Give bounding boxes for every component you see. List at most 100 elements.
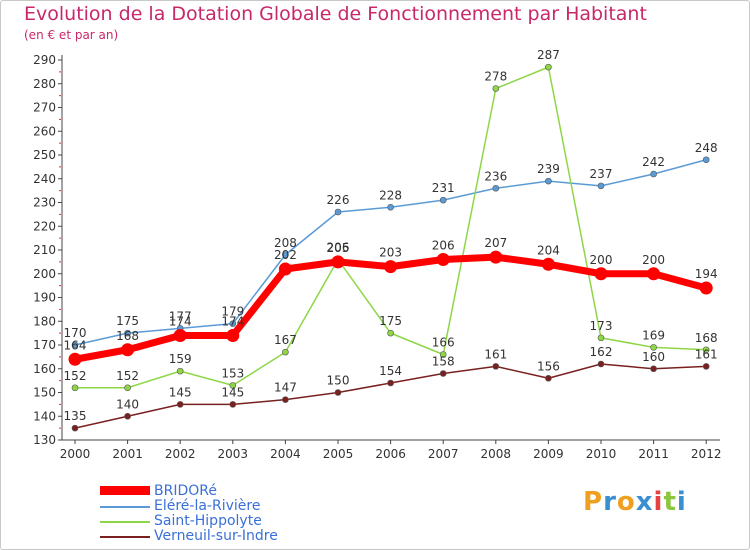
legend-swatch-saint-hippolyte [100, 521, 150, 523]
data-label: 173 [590, 319, 613, 333]
data-point [282, 348, 289, 356]
data-point [282, 251, 289, 259]
data-point [71, 384, 79, 392]
y-tick-label: 200 [33, 267, 56, 281]
data-label: 206 [327, 241, 350, 255]
data-point [545, 63, 552, 71]
logo-letter: i [676, 487, 687, 517]
y-tick-label: 190 [33, 291, 56, 305]
data-label: 160 [642, 350, 665, 364]
data-label: 206 [432, 239, 455, 253]
data-point [439, 196, 447, 204]
data-point [597, 360, 605, 368]
data-point [489, 250, 503, 264]
data-point [387, 379, 394, 387]
data-label: 208 [274, 236, 297, 250]
y-tick-label: 170 [33, 338, 56, 352]
chart-subtitle: (en € et par an) [24, 28, 119, 42]
data-label: 166 [432, 336, 455, 350]
data-label: 231 [432, 181, 455, 195]
data-point [436, 253, 450, 266]
x-tick-label: 2012 [691, 447, 722, 461]
logo-letter: r [603, 487, 617, 517]
data-label: 204 [537, 243, 560, 257]
data-label: 239 [537, 162, 560, 176]
data-point [334, 389, 342, 396]
x-tick-label: 2003 [218, 447, 249, 461]
data-label: 174 [169, 315, 192, 329]
data-label: 237 [590, 167, 613, 181]
data-label: 177 [169, 309, 192, 323]
data-point [384, 260, 398, 274]
data-point [229, 320, 237, 327]
chart-title: Evolution de la Dotation Globale de Fonc… [24, 3, 647, 25]
y-tick-label: 230 [33, 196, 56, 210]
data-label: 161 [695, 347, 718, 361]
logo-letter: P [583, 487, 604, 517]
data-point [282, 396, 289, 403]
data-point [278, 262, 292, 276]
y-tick-label: 130 [33, 433, 56, 447]
x-tick-label: 2009 [533, 447, 564, 461]
data-point [650, 170, 657, 178]
legend-label-saint-hippolyte: Saint-Hippolyte [154, 513, 262, 529]
y-tick-label: 250 [33, 148, 56, 162]
data-point [124, 412, 131, 420]
y-tick-label: 220 [33, 219, 56, 233]
x-tick-label: 2008 [481, 447, 512, 461]
data-point [68, 352, 82, 366]
data-point [492, 363, 500, 370]
data-point [545, 177, 552, 185]
x-tick-label: 2010 [586, 447, 617, 461]
data-point [699, 281, 713, 295]
data-label: 226 [327, 193, 350, 207]
data-label: 242 [642, 155, 665, 169]
data-point [226, 329, 240, 342]
y-tick-label: 140 [33, 409, 56, 423]
data-label: 164 [64, 338, 87, 352]
data-label: 248 [695, 141, 718, 155]
data-label: 150 [327, 374, 350, 388]
x-tick-label: 2000 [60, 447, 91, 461]
data-point [71, 341, 79, 349]
data-label: 152 [64, 369, 87, 383]
data-label: 200 [590, 253, 613, 267]
data-label: 135 [64, 409, 87, 423]
data-label: 167 [274, 333, 297, 347]
data-label: 174 [221, 315, 244, 329]
data-point [124, 384, 131, 392]
legend-label-elere: Eléré-la-Rivière [154, 498, 261, 514]
data-label: 175 [379, 314, 402, 328]
data-point [124, 329, 131, 337]
data-point [597, 334, 605, 342]
legend-swatch-verneuil [100, 536, 150, 538]
data-label: 159 [169, 352, 192, 366]
data-point [387, 329, 394, 337]
legend-swatch-elere [100, 506, 150, 508]
data-label: 278 [484, 70, 507, 84]
x-tick-label: 2011 [638, 447, 669, 461]
data-point [541, 257, 555, 271]
data-label: 200 [642, 253, 665, 267]
data-label: 228 [379, 188, 402, 202]
logo-letter: t [663, 487, 677, 517]
data-label: 147 [274, 381, 297, 395]
data-point [702, 363, 710, 370]
legend-swatch-bridore [100, 486, 150, 495]
data-label: 154 [379, 364, 402, 378]
data-label: 170 [64, 326, 87, 340]
data-label: 145 [169, 385, 192, 399]
x-tick-label: 2006 [375, 447, 406, 461]
legend-label-bridore: BRIDORé [154, 483, 217, 499]
x-tick-label: 2004 [270, 447, 301, 461]
x-tick-label: 2005 [323, 447, 354, 461]
data-label: 162 [590, 345, 613, 359]
data-point [176, 401, 184, 408]
y-tick-label: 210 [33, 243, 56, 257]
data-label: 156 [537, 359, 560, 373]
data-point [647, 267, 661, 281]
data-label: 153 [221, 366, 244, 380]
logo-letter: o [616, 487, 636, 517]
y-tick-label: 180 [33, 314, 56, 328]
